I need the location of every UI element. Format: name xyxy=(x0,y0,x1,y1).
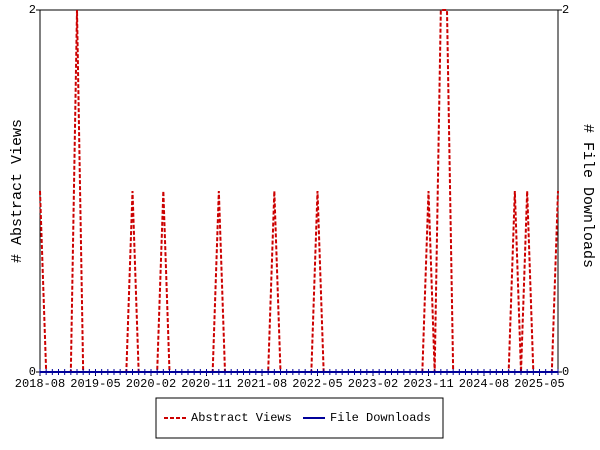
x-tick-label: 2023-11 xyxy=(403,377,453,391)
y2-axis-label: # File Downloads xyxy=(579,124,596,268)
y2-tick-label: 2 xyxy=(562,3,569,17)
legend-box xyxy=(155,397,444,439)
x-tick-label: 2020-11 xyxy=(181,377,231,391)
y-tick-label: 2 xyxy=(29,3,36,17)
legend-label: Abstract Views xyxy=(191,411,292,425)
series-line xyxy=(39,9,559,373)
y2-tick-label: 0 xyxy=(562,365,569,379)
y-axis-label: # Abstract Views xyxy=(9,119,26,263)
y-tick-label: 0 xyxy=(29,365,36,379)
x-tick-label: 2022-05 xyxy=(292,377,342,391)
plot-frame xyxy=(39,9,559,373)
x-tick-label: 2021-08 xyxy=(237,377,287,391)
x-tick-label: 2025-05 xyxy=(514,377,564,391)
x-tick-label: 2023-02 xyxy=(348,377,398,391)
x-tick-label: 2020-02 xyxy=(126,377,176,391)
x-tick-label: 2018-08 xyxy=(15,377,65,391)
legend-label: File Downloads xyxy=(330,411,431,425)
x-tick-label: 2019-05 xyxy=(70,377,120,391)
x-tick-label: 2024-08 xyxy=(459,377,509,391)
